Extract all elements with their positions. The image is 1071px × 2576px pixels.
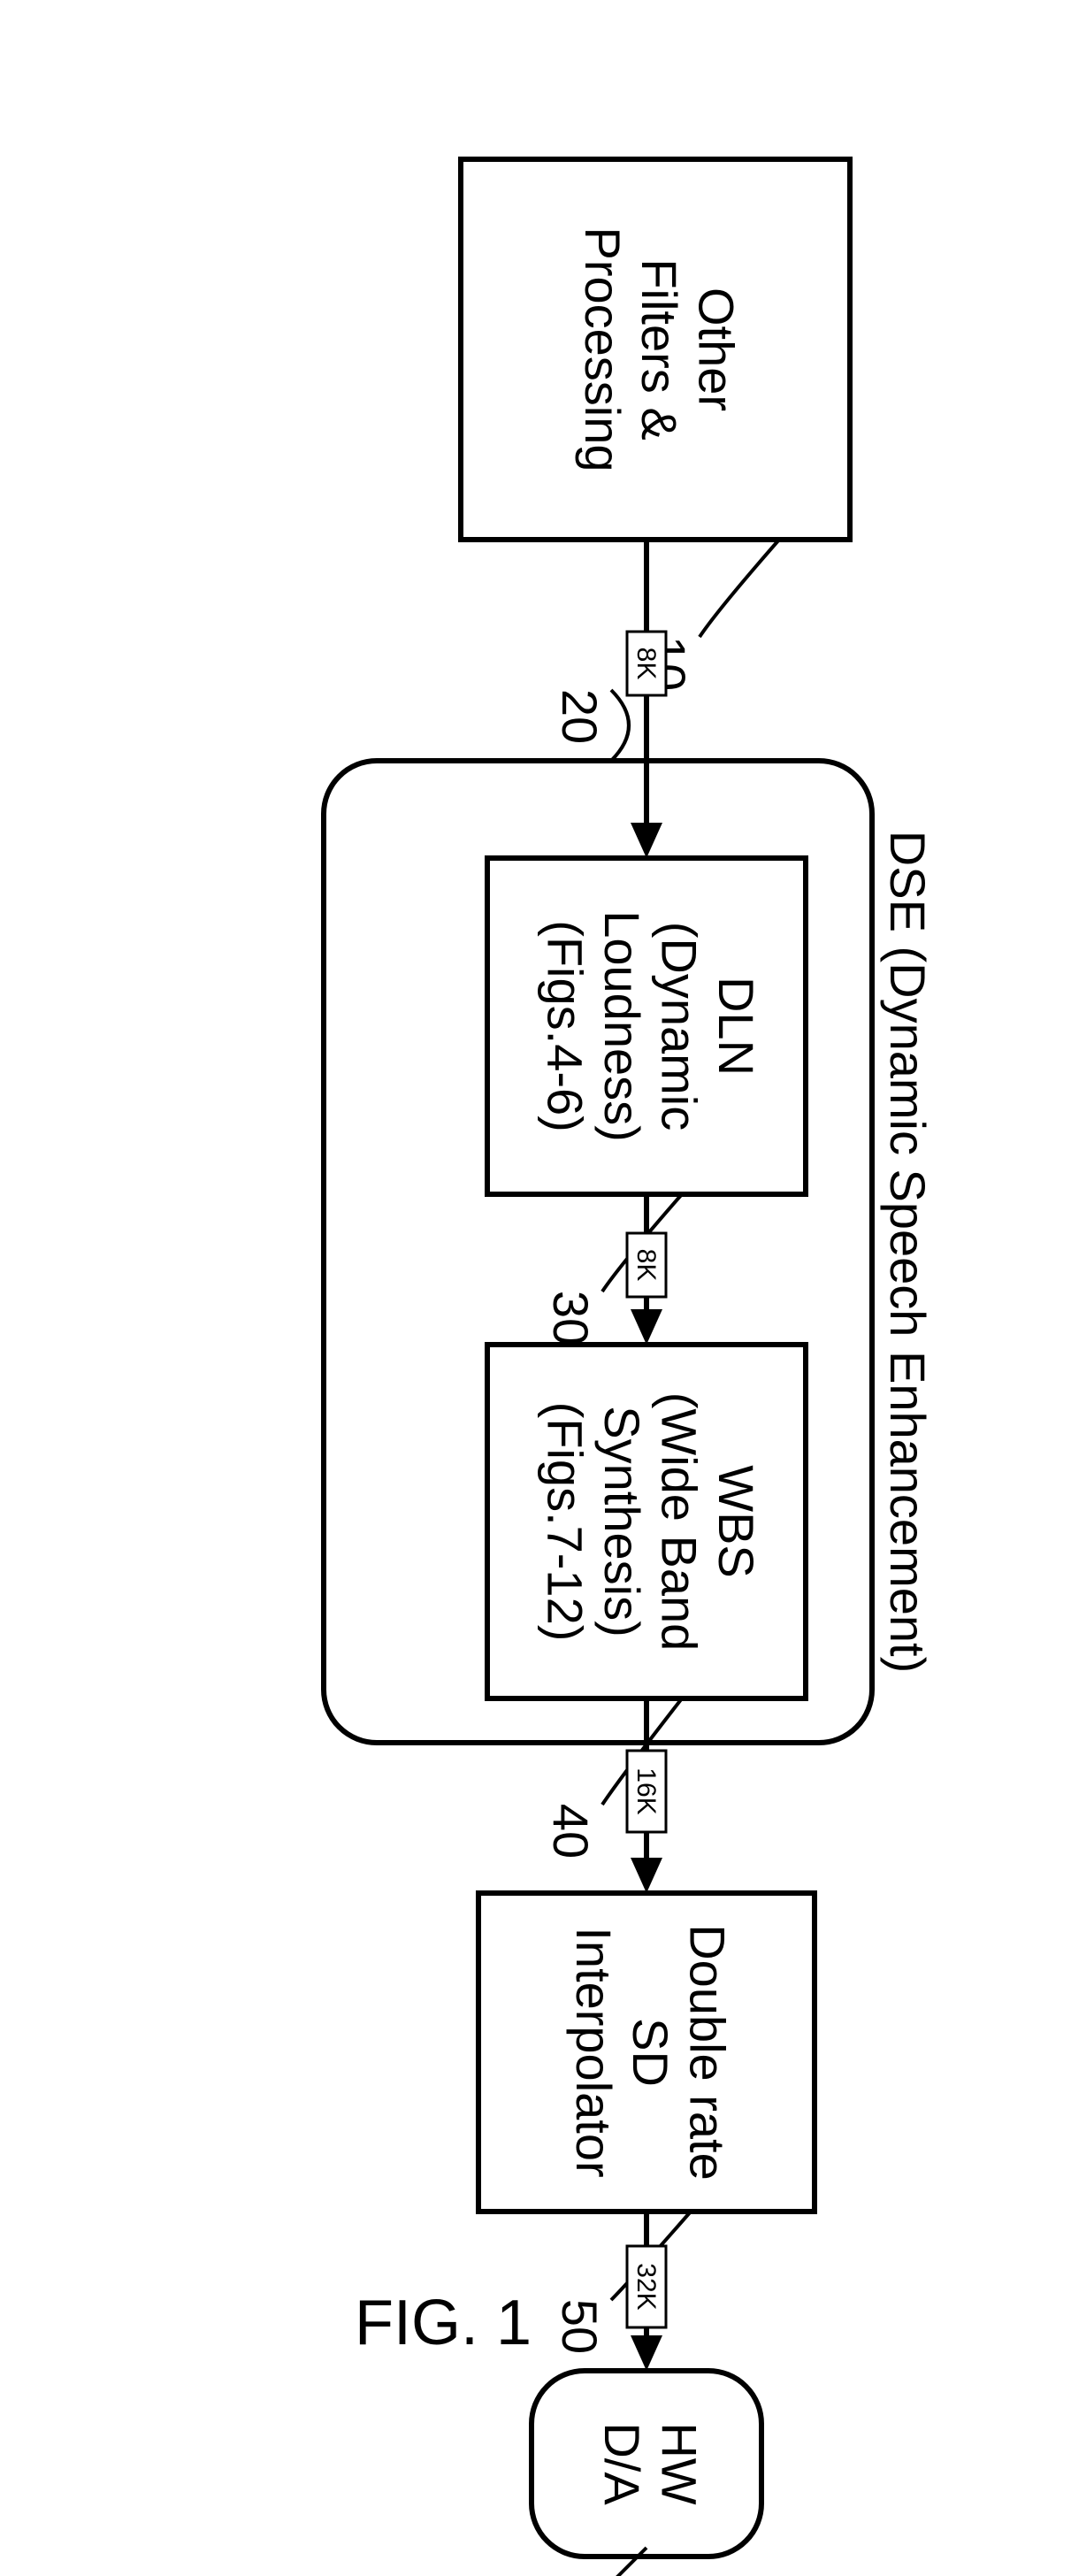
callout-50-number: 50 xyxy=(552,2299,608,2354)
sr-8K-1-label: 8K xyxy=(631,1249,661,1282)
interpolator-label: Double rate xyxy=(680,1924,736,2181)
dse-title: DSE (Dynamic Speech Enhancement) xyxy=(880,831,936,1673)
callout-20-number: 20 xyxy=(552,689,608,744)
dln-label: (Figs.4-6) xyxy=(538,920,593,1132)
wbs-label: (Wide Band xyxy=(651,1392,707,1652)
callout-20-leader xyxy=(611,690,629,761)
sr-8K-0-label: 8K xyxy=(631,648,661,680)
callout-40-number: 40 xyxy=(543,1804,599,1859)
callout-10-leader xyxy=(700,540,779,637)
figure-label: FIG. 1 xyxy=(355,2288,532,2358)
dln-label: (Dynamic xyxy=(651,922,707,1131)
arrow-1-head xyxy=(631,1309,662,1345)
other-filters-label: Processing xyxy=(575,226,631,472)
sr-16K-2-label: 16K xyxy=(631,1767,661,1814)
interpolator-label: Interpolator xyxy=(566,1927,622,2177)
arrow-0-head xyxy=(631,823,662,858)
sr-32K-3-label: 32K xyxy=(631,2263,661,2310)
hw-da-label: HW xyxy=(651,2422,707,2504)
other-filters-label: Other xyxy=(689,288,745,411)
wbs-label: Synthesis) xyxy=(594,1406,650,1637)
dln-label: DLN xyxy=(708,977,764,1076)
dln-label: Loudness) xyxy=(594,910,650,1142)
diagram-canvas: DSE (Dynamic Speech Enhancement)20OtherF… xyxy=(0,0,1071,2576)
wbs-label: (Figs.7-12) xyxy=(538,1402,593,1642)
arrow-3-head xyxy=(631,2335,662,2371)
wbs-label: WBS xyxy=(708,1465,764,1578)
interpolator-label: SD xyxy=(623,2018,678,2087)
other-filters-label: Filters & xyxy=(631,258,687,440)
arrow-2-head xyxy=(631,1858,662,1893)
hw-da-label: D/A xyxy=(594,2422,650,2505)
callout-30-number: 30 xyxy=(543,1291,599,1346)
